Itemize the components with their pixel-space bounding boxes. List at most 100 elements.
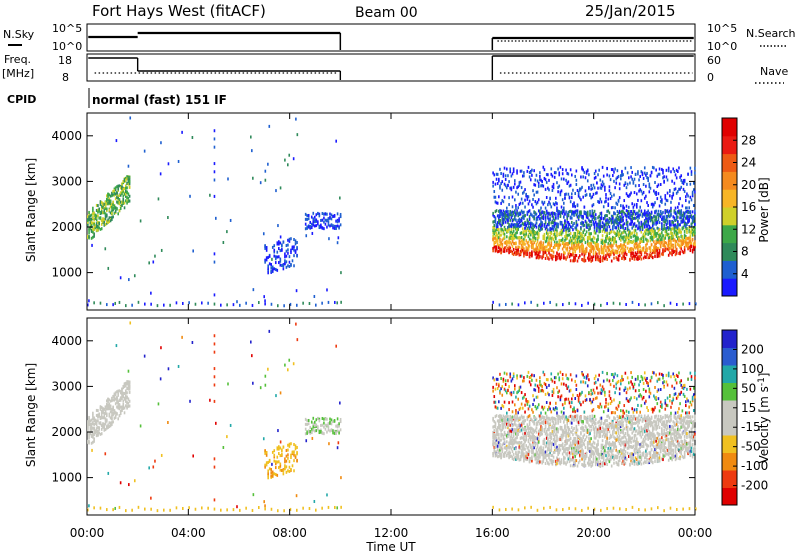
power-cell: [333, 226, 336, 230]
power-cell: [537, 224, 540, 228]
power-cell: [541, 200, 543, 204]
velocity-cell: [525, 429, 527, 433]
power-cell: [547, 235, 549, 239]
power-cell: [510, 186, 513, 190]
power-cell: [507, 226, 509, 230]
power-cell: [639, 174, 641, 178]
velocity-cell: [492, 436, 494, 440]
power-cell: [664, 196, 667, 200]
power-cell: [690, 226, 693, 230]
power-cell: [114, 192, 117, 196]
velocity-cell: [127, 387, 130, 391]
power-cell: [578, 213, 581, 217]
power-cell: [646, 217, 648, 221]
power-cell: [686, 223, 688, 227]
velocity-cell: [321, 416, 324, 420]
power-cell: [544, 240, 547, 244]
power-cell: [627, 228, 630, 232]
power-cell: [88, 212, 90, 216]
power-cell: [577, 194, 580, 198]
velocity-cell: [317, 425, 319, 429]
power-cell: [632, 210, 635, 214]
power-cell: [516, 229, 518, 233]
power-cell: [651, 224, 654, 228]
velocity-cell: [288, 442, 291, 446]
velocity-cell: [492, 430, 494, 434]
velocity-cell: [498, 384, 500, 388]
nsky-strip-frame: [86, 23, 696, 52]
power-cell: [601, 234, 604, 238]
power-cell: [519, 180, 522, 184]
velocity-cell: [122, 399, 125, 403]
velocity-cell: [267, 472, 269, 476]
power-cell: [567, 242, 570, 246]
power-cell: [599, 229, 602, 233]
power-cell: [661, 237, 663, 241]
power-cell: [675, 225, 678, 229]
power-cell: [655, 249, 657, 253]
power-cell: [632, 254, 635, 258]
velocity-cell: [278, 447, 280, 451]
power-cell: [639, 238, 641, 242]
velocity-cell: [323, 421, 325, 425]
power-cell: [615, 226, 618, 230]
velocity-cell: [127, 397, 130, 401]
power-cell: [502, 217, 505, 221]
power-cell: [634, 172, 637, 176]
power-cell: [98, 226, 100, 230]
power-cell: [674, 245, 677, 249]
power-cell: [504, 214, 507, 218]
power-cell: [536, 250, 539, 254]
power-cell: [523, 240, 525, 244]
power-cell: [111, 194, 113, 198]
power-cell: [670, 246, 672, 250]
velocity-cell: [119, 412, 122, 416]
power-cell: [213, 162, 216, 166]
power-cell: [533, 193, 535, 197]
velocity-cell: [492, 439, 494, 443]
velocity-cell: [239, 508, 241, 512]
power-cell: [663, 237, 665, 241]
velocity-cell: [109, 416, 112, 420]
power-cell: [591, 187, 594, 191]
velocity-cell: [524, 431, 526, 435]
power-cell: [630, 235, 632, 239]
velocity-cell: [109, 407, 112, 411]
power-cell: [493, 232, 496, 236]
power-cell: [639, 188, 641, 192]
power-cell: [305, 234, 308, 238]
power-cell: [559, 243, 562, 247]
velocity-cell: [121, 405, 123, 409]
power-cell: [529, 222, 532, 226]
velocity-cell: [503, 422, 506, 426]
power-cell: [500, 248, 502, 252]
velocity-cell: [625, 507, 627, 511]
power-cell: [604, 226, 606, 230]
velocity-cell: [315, 423, 318, 427]
power-cell: [647, 223, 649, 227]
power-cell: [98, 222, 100, 226]
power-cell: [574, 302, 577, 306]
power-cell: [604, 214, 606, 218]
power-cell: [593, 222, 596, 226]
power-cell: [624, 238, 627, 242]
power-cell: [549, 196, 551, 200]
power-cell: [630, 222, 632, 226]
power-cell: [92, 209, 94, 213]
power-cell: [128, 199, 131, 203]
velocity-cell: [520, 428, 523, 432]
power-cell: [557, 253, 559, 257]
power-cell: [613, 256, 615, 260]
power-cell: [521, 174, 524, 178]
power-cell: [573, 247, 575, 251]
velocity-cell: [498, 400, 500, 404]
power-cell: [637, 211, 639, 215]
power-cell: [527, 244, 530, 248]
velocity-cell: [302, 506, 304, 510]
power-cell: [501, 217, 504, 221]
power-cell: [543, 237, 546, 241]
velocity-cell: [128, 390, 131, 394]
velocity-cell: [98, 414, 100, 418]
power-cell: [511, 252, 514, 256]
power-cell: [686, 244, 688, 248]
